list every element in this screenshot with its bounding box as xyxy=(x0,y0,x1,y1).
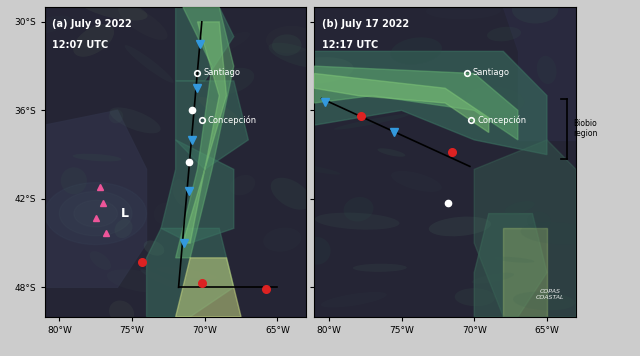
Ellipse shape xyxy=(72,154,122,162)
Ellipse shape xyxy=(191,98,207,116)
Ellipse shape xyxy=(353,264,407,272)
Ellipse shape xyxy=(303,237,331,265)
Ellipse shape xyxy=(144,240,164,256)
Ellipse shape xyxy=(315,213,399,230)
Ellipse shape xyxy=(118,5,168,40)
Ellipse shape xyxy=(107,269,170,293)
Polygon shape xyxy=(147,228,234,317)
Polygon shape xyxy=(503,228,547,317)
Text: L: L xyxy=(121,207,129,220)
Polygon shape xyxy=(45,110,147,287)
Polygon shape xyxy=(474,140,576,317)
Ellipse shape xyxy=(537,56,557,84)
Ellipse shape xyxy=(207,68,234,94)
Ellipse shape xyxy=(426,2,501,19)
Ellipse shape xyxy=(157,267,217,279)
Ellipse shape xyxy=(182,186,200,198)
Polygon shape xyxy=(314,73,489,132)
Ellipse shape xyxy=(172,179,192,207)
Ellipse shape xyxy=(209,68,254,95)
Ellipse shape xyxy=(390,37,442,64)
Polygon shape xyxy=(175,7,234,258)
Ellipse shape xyxy=(527,212,550,229)
Ellipse shape xyxy=(429,216,491,236)
Ellipse shape xyxy=(79,0,148,21)
Ellipse shape xyxy=(289,163,340,174)
Ellipse shape xyxy=(266,26,316,53)
Ellipse shape xyxy=(109,108,161,134)
Text: (a) July 9 2022: (a) July 9 2022 xyxy=(52,19,132,29)
Text: COPAS
COASTAL: COPAS COASTAL xyxy=(536,289,564,300)
Ellipse shape xyxy=(140,269,180,289)
Polygon shape xyxy=(175,81,248,169)
Polygon shape xyxy=(45,183,147,245)
Polygon shape xyxy=(175,258,241,317)
Ellipse shape xyxy=(125,45,173,83)
Ellipse shape xyxy=(271,178,311,210)
Ellipse shape xyxy=(378,148,405,157)
Ellipse shape xyxy=(90,251,111,270)
Ellipse shape xyxy=(334,114,410,130)
Ellipse shape xyxy=(109,109,124,123)
Ellipse shape xyxy=(487,27,521,41)
Polygon shape xyxy=(474,214,547,317)
Ellipse shape xyxy=(26,16,71,35)
Text: Concepción: Concepción xyxy=(477,115,526,125)
Polygon shape xyxy=(175,7,234,81)
Polygon shape xyxy=(314,7,431,169)
Text: 12:17 UTC: 12:17 UTC xyxy=(321,40,378,49)
Ellipse shape xyxy=(204,32,250,56)
Text: Santiago: Santiago xyxy=(204,68,240,77)
Ellipse shape xyxy=(454,288,495,306)
Polygon shape xyxy=(503,7,576,140)
Ellipse shape xyxy=(466,86,524,115)
Polygon shape xyxy=(74,200,118,227)
Ellipse shape xyxy=(154,203,176,224)
Ellipse shape xyxy=(505,201,534,214)
Polygon shape xyxy=(314,51,547,155)
Ellipse shape xyxy=(321,292,387,308)
Ellipse shape xyxy=(198,97,241,124)
Polygon shape xyxy=(161,140,234,243)
Polygon shape xyxy=(60,192,132,236)
Polygon shape xyxy=(314,66,518,140)
Ellipse shape xyxy=(115,219,132,238)
Ellipse shape xyxy=(520,222,595,244)
Text: 12:07 UTC: 12:07 UTC xyxy=(52,40,108,49)
Ellipse shape xyxy=(284,57,353,84)
Text: (b) July 17 2022: (b) July 17 2022 xyxy=(321,19,409,29)
Ellipse shape xyxy=(230,175,255,195)
Text: Biobio
region: Biobio region xyxy=(573,119,598,138)
Ellipse shape xyxy=(494,257,534,263)
Ellipse shape xyxy=(391,171,442,192)
Ellipse shape xyxy=(512,0,558,23)
Ellipse shape xyxy=(344,197,374,221)
Ellipse shape xyxy=(263,227,301,252)
Text: Concepción: Concepción xyxy=(207,115,257,125)
Ellipse shape xyxy=(513,292,575,310)
Ellipse shape xyxy=(472,273,514,284)
Polygon shape xyxy=(183,22,227,243)
Ellipse shape xyxy=(387,69,436,81)
Ellipse shape xyxy=(109,300,134,324)
Ellipse shape xyxy=(61,167,87,194)
Ellipse shape xyxy=(272,35,301,56)
Ellipse shape xyxy=(73,24,114,57)
Ellipse shape xyxy=(269,43,324,68)
Text: Santiago: Santiago xyxy=(473,68,510,77)
